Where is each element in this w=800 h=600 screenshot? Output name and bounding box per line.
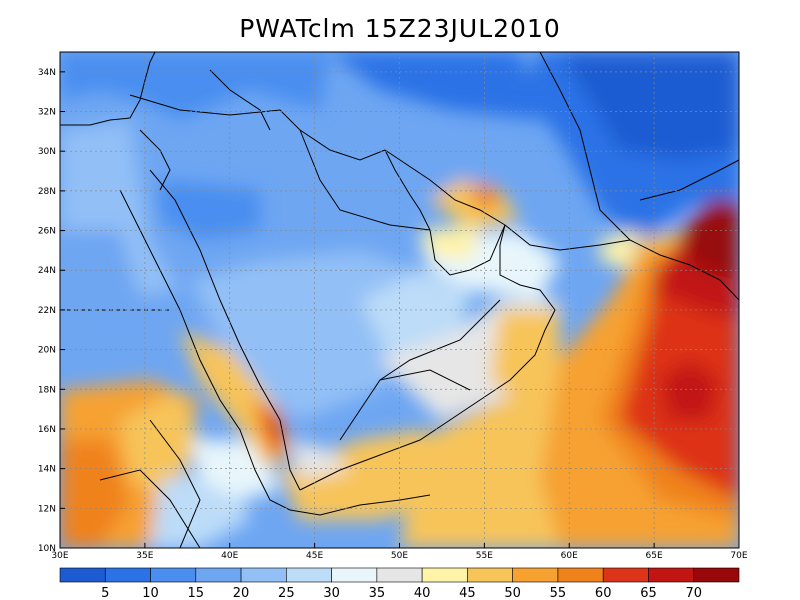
- lat-tick-label: 14N: [38, 465, 56, 475]
- colorbar-swatch: [467, 567, 513, 583]
- lon-tick-label: 30E: [51, 551, 68, 561]
- colorbar-label: 10: [142, 586, 159, 600]
- lon-tick-labels: 30E 35E 40E 45E 50E 55E 60E 65E 70E: [51, 543, 748, 561]
- colorbar-label: 20: [233, 586, 250, 600]
- colorbar-label: 25: [278, 586, 295, 600]
- coastlines: [60, 52, 739, 548]
- lat-tick-label: 24N: [38, 266, 56, 276]
- lat-tick-label: 22N: [38, 306, 56, 316]
- lat-tick-label: 18N: [38, 385, 56, 395]
- lat-tick-label: 28N: [38, 187, 56, 197]
- colorbar: 5 10 15 20 25 30 35 40 45 50 55 60 65 70: [59, 567, 740, 600]
- colorbar-label: 65: [640, 586, 657, 600]
- colorbar-swatch: [286, 567, 332, 583]
- lat-tick-label: 12N: [38, 504, 56, 514]
- colorbar-swatch: [150, 567, 197, 583]
- colorbar-label: 50: [504, 586, 521, 600]
- colorbar-swatch: [602, 567, 649, 583]
- lon-tick-label: 70E: [730, 551, 747, 561]
- colorbar-swatch: [557, 567, 604, 583]
- lat-tick-label: 10N: [38, 544, 56, 554]
- colorbar-label: 35: [369, 586, 386, 600]
- colorbar-label: 60: [595, 586, 612, 600]
- map-grid: [60, 52, 739, 548]
- colorbar-swatch: [104, 567, 151, 583]
- lat-tick-label: 34N: [38, 68, 56, 78]
- colorbar-swatch: [331, 567, 378, 583]
- lat-tick-label: 30N: [38, 147, 56, 157]
- lon-tick-label: 55E: [476, 551, 493, 561]
- lat-tick-label: 26N: [38, 227, 56, 237]
- colorbar-swatch: [195, 567, 242, 583]
- lat-tick-label: 32N: [38, 108, 56, 118]
- lon-tick-label: 50E: [391, 551, 408, 561]
- lon-tick-label: 35E: [136, 551, 153, 561]
- colorbar-label: 40: [414, 586, 431, 600]
- lat-tick-labels: 10N 12N 14N 16N 18N 20N 22N 24N 26N 28N 30N 32N 34N: [38, 68, 65, 554]
- colorbar-swatch: [376, 567, 423, 583]
- lon-tick-label: 45E: [306, 551, 323, 561]
- colorbar-label: 45: [459, 586, 476, 600]
- colorbar-swatch: [59, 567, 106, 583]
- colorbar-swatch: [240, 567, 287, 583]
- colorbar-label: 15: [188, 586, 205, 600]
- chart-title: PWATclm 15Z23JUL2010: [239, 14, 561, 43]
- colorbar-label: 5: [101, 586, 109, 600]
- colorbar-swatch: [693, 567, 740, 583]
- lat-tick-label: 16N: [38, 425, 56, 435]
- lon-tick-label: 40E: [221, 551, 238, 561]
- colorbar-label: 70: [685, 586, 702, 600]
- colorbar-swatch: [421, 567, 468, 583]
- lon-tick-label: 60E: [561, 551, 578, 561]
- colorbar-swatch: [648, 567, 695, 583]
- colorbar-swatch: [512, 567, 559, 583]
- lon-tick-label: 65E: [646, 551, 663, 561]
- colorbar-label: 30: [323, 586, 340, 600]
- colorbar-label: 55: [550, 586, 567, 600]
- lat-tick-label: 20N: [38, 346, 56, 356]
